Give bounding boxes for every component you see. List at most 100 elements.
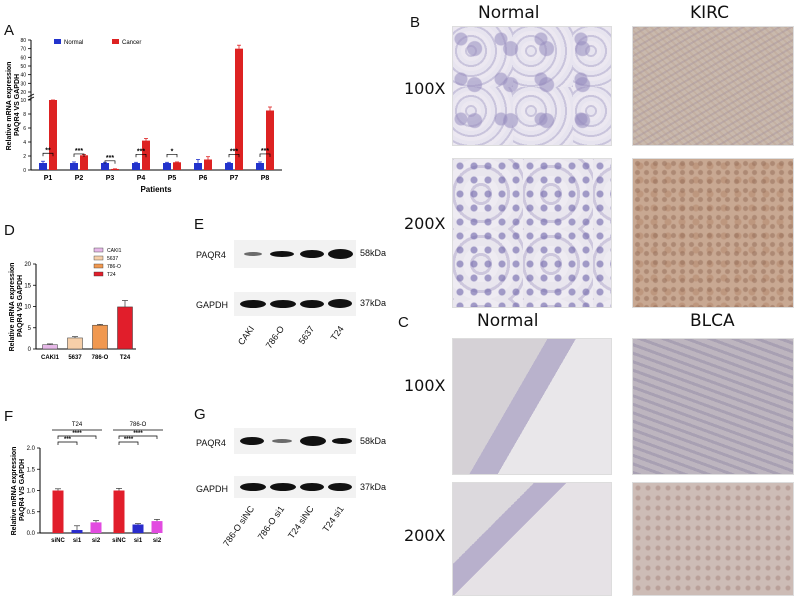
x-ticks: CAKI1 5637 786-O T24 — [41, 355, 131, 361]
group-labels: T24 786-O — [52, 422, 163, 431]
x-tick-label: P7 — [230, 175, 239, 182]
blot-size-label: 37kDa — [360, 298, 387, 308]
bar — [173, 162, 181, 170]
panel-label-g: G — [194, 406, 206, 423]
x-tick-label: T24 — [120, 355, 131, 361]
histology-image — [632, 158, 794, 308]
lane-label: CAKI — [235, 324, 257, 347]
y-tick-label: 15 — [24, 283, 31, 289]
blot-strip — [234, 240, 356, 268]
blot-row-label: GAPDH — [196, 300, 229, 310]
legend-swatch — [93, 255, 104, 261]
significance: ** ********* * *** *** — [42, 147, 271, 164]
sig-label: **** — [133, 431, 143, 437]
legend: CAKI1 5637 786-O T24 — [93, 247, 122, 278]
panel-label-a: A — [4, 22, 15, 39]
x-tick-label: siNC — [51, 538, 65, 544]
bar — [117, 306, 133, 350]
lane-label: 786-O siNC — [221, 504, 257, 549]
bar — [39, 163, 47, 170]
x-tick-label: P2 — [75, 175, 84, 182]
x-tick-label: P6 — [199, 175, 208, 182]
lane-label: 5637 — [296, 324, 317, 347]
bar — [266, 110, 274, 170]
y-tick-label: 6 — [23, 126, 26, 132]
bar — [256, 163, 264, 170]
magnification-label: 200X — [404, 214, 446, 233]
y-axis-title-line1: Relative mRNA expression — [6, 62, 13, 151]
y-tick-label: 4 — [23, 140, 26, 146]
x-tick-label: si1 — [73, 538, 82, 544]
bar — [132, 163, 140, 170]
sig-label: *** — [137, 148, 145, 155]
sig-bracket — [104, 160, 116, 164]
western-blot-e: PAQR4 58kDa GAPDH 37kDa — [190, 236, 400, 326]
bar — [92, 324, 108, 350]
y-ticks: 0.0 0.5 1.0 1.5 2.0 — [27, 446, 40, 537]
y-ticks: 0 2 4 6 8 10 20 30 40 50 60 70 80 — [20, 38, 35, 174]
sig-bracket — [135, 153, 147, 158]
x-axis-title: Patients — [140, 185, 172, 194]
legend-label: CAKI1 — [107, 248, 122, 254]
lane-labels-g: 786-O siNC 786-O si1 T24 siNC T24 si1 — [221, 502, 374, 572]
legend-swatch — [93, 247, 104, 253]
bar — [132, 524, 144, 533]
y-tick-label: 0 — [28, 347, 32, 353]
group-label: 786-O — [130, 422, 147, 428]
sig-bracket — [57, 441, 78, 445]
y-tick-label: 70 — [20, 47, 26, 53]
panel-label-d: D — [4, 222, 15, 239]
blot-size-label: 58kDa — [360, 248, 387, 258]
chart-d: CAKI1 5637 786-O T24 0 5 10 15 20 CAKI1 5637 786-… — [9, 247, 136, 361]
bar — [194, 163, 202, 170]
y-tick-label: 10 — [24, 305, 31, 311]
sig-bracket — [118, 435, 158, 439]
sig-label: *** — [230, 148, 238, 155]
bar — [113, 490, 125, 533]
magnification-label: 100X — [404, 376, 446, 395]
sig-label: **** — [72, 431, 82, 437]
axis-break — [27, 96, 35, 101]
bar — [80, 155, 88, 170]
y-axis-title: Relative mRNA expression PAQR4 VS GAPDH — [9, 261, 24, 352]
histology-image — [632, 26, 794, 146]
sig-bracket — [259, 153, 271, 157]
x-ticks: P1 P2 P3 P4 P5 P6 P7 P8 — [44, 175, 270, 182]
group-label: T24 — [72, 422, 83, 428]
legend-normal-swatch — [54, 39, 61, 44]
bar — [225, 163, 233, 170]
bar — [42, 344, 58, 350]
axis-break — [27, 93, 35, 98]
lane-label: T24 siNC — [286, 504, 317, 541]
y-axis-title: Relative mRNA expression PAQR4 VS GAPDH — [11, 445, 26, 536]
x-ticks: siNC si1 si2 siNC si1 si2 — [51, 538, 162, 544]
y-tick-label: 0.0 — [27, 531, 36, 537]
histology-image — [452, 158, 612, 308]
panel-label-e: E — [194, 216, 205, 233]
x-tick-label: si2 — [92, 538, 101, 544]
bar — [70, 163, 78, 170]
sig-bracket — [57, 435, 97, 439]
blot-size-label: 58kDa — [360, 436, 387, 446]
column-header: BLCA — [690, 311, 735, 331]
y-axis-title-line2: PAQR4 VS GAPDH — [19, 459, 26, 521]
x-tick-label: P8 — [261, 175, 270, 182]
western-blot-g: PAQR4 58kDa GAPDH 37kDa — [190, 426, 400, 498]
legend-normal-label: Normal — [64, 40, 83, 46]
y-axis-title-line2: PAQR4 VS GAPDH — [14, 74, 21, 136]
bar — [235, 48, 243, 170]
y-tick-label: 20 — [24, 262, 31, 268]
x-tick-label: P4 — [137, 175, 146, 182]
y-tick-label: 10 — [20, 98, 26, 104]
histology-image — [632, 482, 794, 596]
panel-label-b: B — [410, 14, 421, 31]
y-tick-label: 8 — [23, 112, 26, 118]
y-ticks: 0 5 10 15 20 — [24, 262, 36, 353]
magnification-label: 100X — [404, 79, 446, 98]
legend-label: T24 — [107, 272, 116, 278]
legend-cancer-swatch — [112, 39, 119, 44]
bar — [90, 522, 102, 533]
blot-row-label: GAPDH — [196, 484, 229, 494]
bars — [42, 300, 133, 350]
